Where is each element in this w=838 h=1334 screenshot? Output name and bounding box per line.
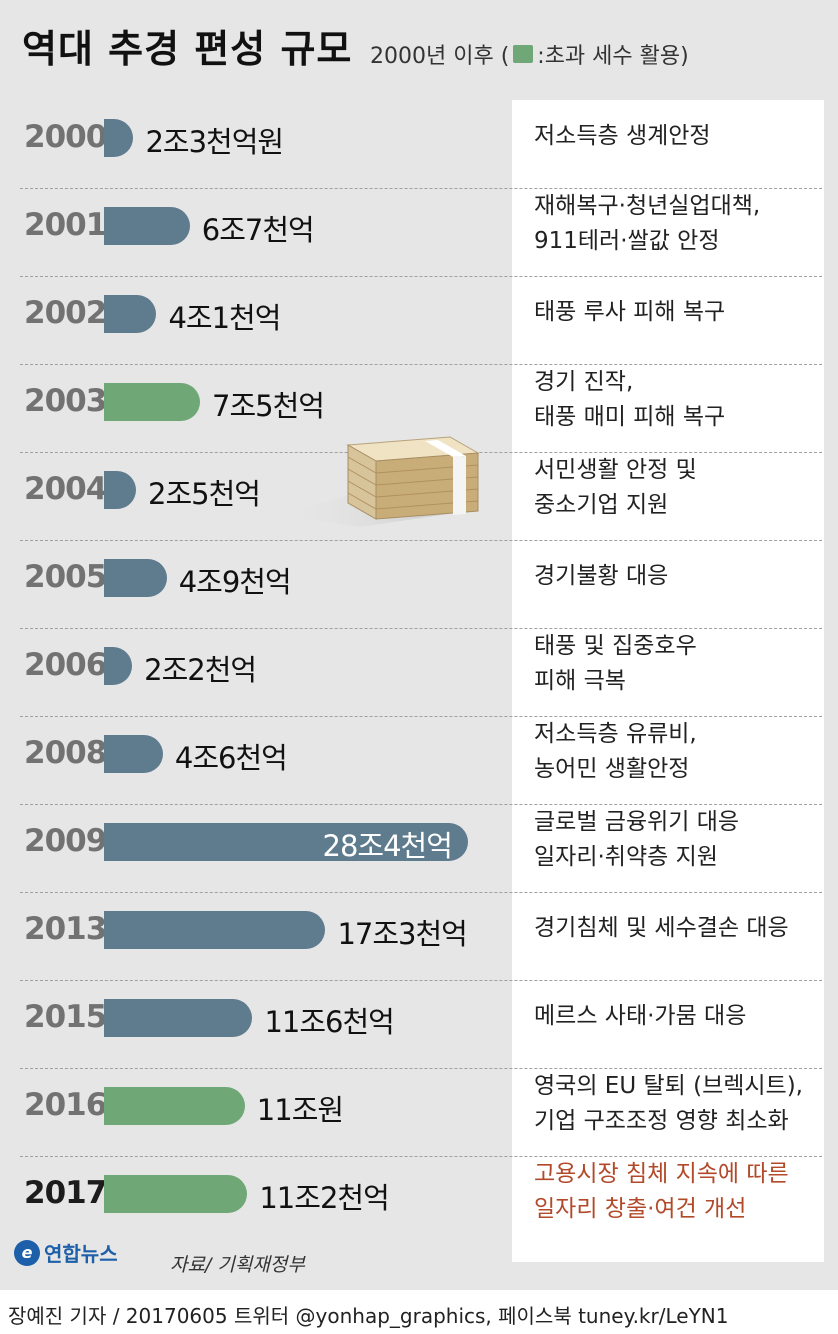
year-label: 2005 [24,559,107,595]
value-label: 11조2천억 [259,1181,389,1215]
row-separator [20,540,822,541]
description-line: 저소득층 유류비, [534,721,697,747]
year-label: 2016 [24,1087,107,1123]
logo-mark-icon: e [14,1239,40,1266]
subtitle-suffix: :초과 세수 활용) [537,44,689,69]
value-label: 11조원 [256,1093,344,1127]
bar-2004 [104,471,136,509]
description-line: 경기침체 및 세수결손 대응 [534,914,789,941]
description-line: 태풍 매미 피해 복구 [534,404,726,430]
description-line: 저소득층 생계안정 [534,122,711,149]
description-line: 경기 진작, [534,369,634,395]
description-line: 태풍 루사 피해 복구 [534,298,726,325]
value-label: 28조4천억 [322,829,453,863]
description-line: 글로벌 금융위기 대응 [534,809,740,835]
row-description: 태풍 루사 피해 복구 [534,295,819,330]
year-label: 2009 [24,823,107,859]
row-separator [20,1156,822,1157]
bar-2001 [104,207,190,245]
row-description: 경기 진작, 태풍 매미 피해 복구 [534,365,819,435]
description-line: 경기불황 대응 [534,562,669,589]
description-line: 911테러·쌀값 안정 [534,228,720,254]
description-line: 재해복구·청년실업대책, [534,193,761,219]
description-line: 서민생활 안정 및 [534,457,697,483]
value-label: 2조3천억원 [145,125,284,159]
year-label: 2008 [24,735,107,771]
bar-2009 [104,823,468,861]
description-line: 태풍 및 집중호우 [534,633,697,659]
row-separator [20,276,822,277]
year-label: 2004 [24,471,107,507]
year-label: 2002 [24,295,107,331]
value-label: 11조6천억 [264,1005,394,1039]
bar-2002 [104,295,157,333]
year-label: 2017 [24,1175,107,1211]
row-separator [20,980,822,981]
bar-2015 [104,999,253,1037]
bar-2017 [104,1175,248,1213]
value-label: 2조2천억 [144,653,257,687]
value-label: 4조6천억 [174,741,288,775]
row-separator [20,188,822,189]
row-description: 영국의 EU 탈퇴 (브렉시트), 기업 구조조정 영향 최소화 [534,1069,819,1139]
credit-line: 장예진 기자 / 20170605 트위터 @yonhap_graphics, … [8,1304,729,1328]
row-description: 저소득층 유류비, 농어민 생활안정 [534,717,819,787]
row-separator [20,892,822,893]
bar-2008 [104,735,163,773]
row-separator [20,716,822,717]
chart-subtitle: 2000년 이후 ( :초과 세수 활용) [370,38,689,70]
chart-title: 역대 추경 편성 규모 [22,27,353,71]
row-description: 저소득층 생계안정 [534,119,819,154]
description-line: 일자리 창출·여건 개선 [534,1196,747,1222]
description-line: 중소기업 지원 [534,492,669,518]
description-line: 영국의 EU 탈퇴 (브렉시트), [534,1073,803,1099]
description-line: 일자리·취약층 지원 [534,844,718,870]
year-label: 2000 [24,119,107,155]
year-label: 2006 [24,647,107,683]
row-separator [20,804,822,805]
year-label: 2015 [24,999,107,1035]
description-line: 기업 구조조정 영향 최소화 [534,1108,789,1134]
value-label: 7조5천억 [212,389,325,423]
row-separator [20,1068,822,1069]
year-label: 2001 [24,207,107,243]
money-stack-icon [280,436,480,527]
bar-2005 [104,559,167,597]
value-label: 4조1천억 [168,301,281,335]
bar-2003 [104,383,200,421]
bar-2013 [104,911,326,949]
bar-2016 [104,1087,245,1125]
description-line: 농어민 생활안정 [534,756,690,782]
year-label: 2013 [24,911,107,947]
legend-swatch-excess-tax [513,45,534,63]
value-label: 2조5천억 [148,477,261,511]
value-label: 17조3천억 [337,917,467,951]
row-separator [20,628,822,629]
row-description: 경기불황 대응 [534,559,819,594]
yonhap-logo: e 연합뉴스 [14,1238,118,1267]
description-line: 메르스 사태·가뭄 대응 [534,1002,747,1029]
value-label: 6조7천억 [201,213,315,247]
row-description: 재해복구·청년실업대책, 911테러·쌀값 안정 [534,189,819,259]
year-label: 2003 [24,383,107,419]
description-line: 피해 극복 [534,668,626,694]
value-label: 4조9천억 [178,565,292,599]
source-note: 자료/ 기획재정부 [170,1254,305,1276]
logo-text: 연합뉴스 [44,1242,118,1266]
description-line: 고용시장 침체 지속에 따른 [534,1161,789,1187]
subtitle-prefix: 2000년 이후 ( [370,44,510,69]
row-description: 경기침체 및 세수결손 대응 [534,911,819,946]
row-separator [20,364,822,365]
row-description: 메르스 사태·가뭄 대응 [534,999,819,1034]
